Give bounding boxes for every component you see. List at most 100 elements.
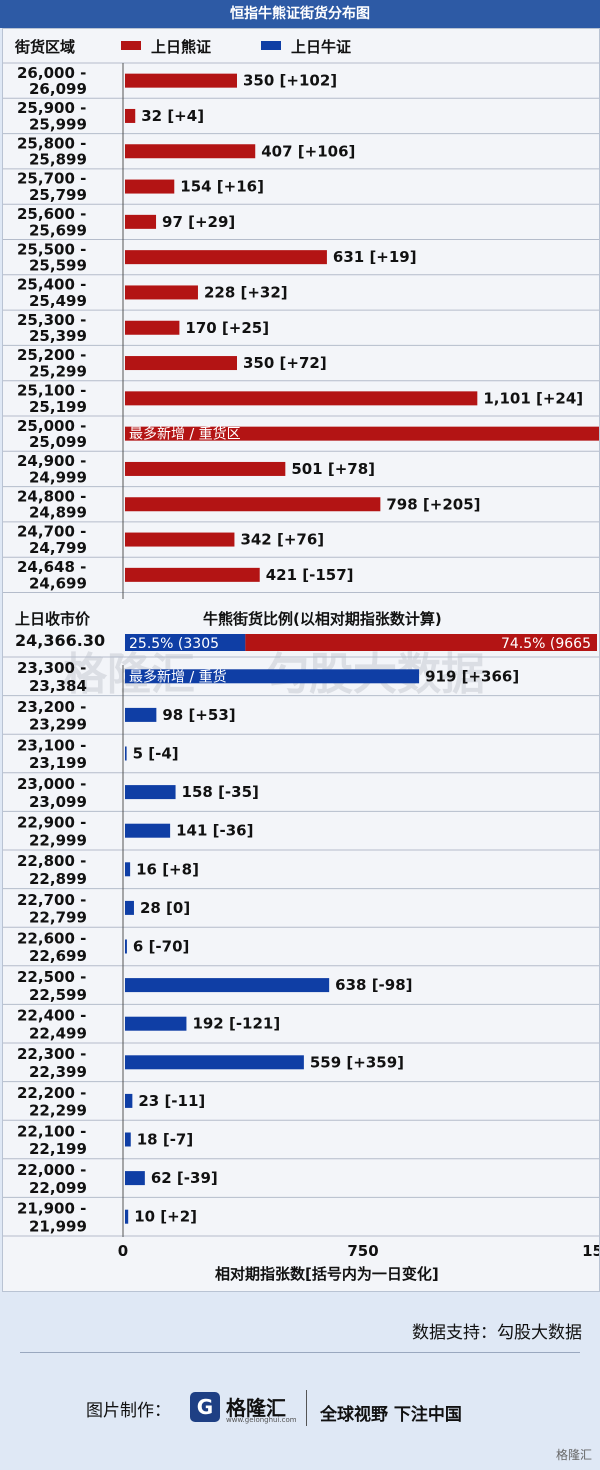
- bear-zone-label: 25,400 -: [17, 276, 86, 294]
- footer-separator: [306, 1390, 307, 1426]
- bull-zone-label: 22,299: [29, 1102, 87, 1120]
- bear-bar: [125, 73, 237, 88]
- bull-bar: [125, 669, 420, 684]
- bull-bar: [125, 1016, 187, 1031]
- bull-value-label: 158 [-35]: [182, 783, 259, 801]
- bull-zone-label: 22,700 -: [17, 891, 86, 909]
- bull-value-label: 559 [+359]: [310, 1053, 404, 1071]
- bull-top-tag: 最多新增 / 重货: [129, 668, 227, 685]
- bull-bar: [125, 900, 134, 915]
- bear-zone-label: 25,099: [29, 433, 87, 451]
- bull-bar: [125, 1055, 304, 1070]
- bear-bar: [125, 461, 286, 476]
- bear-zone-label: 24,648 -: [17, 558, 86, 576]
- bull-zone-label: 22,800 -: [17, 852, 86, 870]
- bear-bar: [125, 532, 235, 547]
- bear-zone-label: 25,599: [29, 257, 87, 275]
- bull-zone-label: 21,999: [29, 1217, 87, 1235]
- x-axis-label: 相对期指张数[括号内为一日变化]: [215, 1265, 439, 1283]
- bull-zone-label: 22,500 -: [17, 968, 86, 986]
- bear-zone-label: 25,800 -: [17, 134, 86, 152]
- bull-value-label: 28 [0]: [140, 899, 190, 917]
- bear-value-label: 798 [+205]: [386, 495, 480, 513]
- bear-zone-label: 26,099: [29, 80, 87, 98]
- bull-zone-label: 23,199: [29, 754, 87, 772]
- ratio-bear-label: 74.5% (9665: [501, 636, 591, 652]
- footer-divider: [20, 1352, 580, 1353]
- ratio-bull-segment: [125, 634, 246, 651]
- bear-value-label: 631 [+19]: [333, 248, 417, 266]
- x-tick-label: 750: [347, 1242, 378, 1260]
- bull-zone-label: 21,900 -: [17, 1200, 86, 1218]
- bull-zone-label: 22,200 -: [17, 1084, 86, 1102]
- bull-zone-label: 22,999: [29, 831, 87, 849]
- bull-bar: [125, 1132, 131, 1147]
- bull-zone-label: 23,099: [29, 793, 87, 811]
- bear-bar: [125, 426, 599, 441]
- bull-value-label: 141 [-36]: [176, 822, 253, 840]
- bear-bar: [125, 250, 327, 265]
- corner-brand-mark: 格隆汇: [555, 1448, 592, 1462]
- prev-close-label: 上日收市价: [15, 610, 91, 628]
- bear-value-label: 228 [+32]: [204, 283, 288, 301]
- made-by-label: 图片制作：: [86, 1401, 171, 1421]
- x-tick-label: 0: [118, 1242, 128, 1260]
- bull-zone-label: 22,699: [29, 947, 87, 965]
- bear-value-label: 350 [+72]: [243, 354, 327, 372]
- bull-zone-label: 22,000 -: [17, 1161, 86, 1179]
- bear-value-label: 350 [+102]: [243, 72, 337, 90]
- bull-zone-label: 23,100 -: [17, 736, 86, 754]
- bull-bar: [125, 978, 330, 993]
- bear-zone-label: 24,900 -: [17, 452, 86, 470]
- legend-bear-label: 上日熊证: [151, 38, 211, 56]
- bear-bar: [125, 567, 260, 582]
- bear-bar: [125, 356, 237, 371]
- zone-header: 街货区域: [14, 38, 75, 56]
- bull-zone-label: 23,384: [29, 677, 87, 695]
- bull-zone-label: 22,099: [29, 1179, 87, 1197]
- brand-url: www.gelonghui.com: [226, 1416, 297, 1424]
- bull-value-label: 10 [+2]: [134, 1208, 197, 1226]
- bull-bar: [125, 785, 176, 800]
- bear-zone-label: 25,799: [29, 186, 87, 204]
- bull-value-label: 5 [-4]: [133, 745, 179, 763]
- x-axis: 075015002250: [118, 1242, 599, 1260]
- chart-title: 恒指牛熊证街货分布图: [0, 0, 600, 28]
- data-source-note: 数据支持：勾股大数据: [412, 1323, 582, 1343]
- chart-svg: 街货区域 上日熊证 上日牛证 格隆汇 勾股大数据 上日收市价 牛熊街货比例(以相…: [3, 38, 599, 1283]
- bear-bar: [125, 285, 198, 300]
- bull-zone-label: 23,000 -: [17, 775, 86, 793]
- bear-bar: [125, 108, 136, 123]
- bear-zone-label: 25,900 -: [17, 99, 86, 117]
- bear-zone-label: 24,999: [29, 468, 87, 486]
- bear-zone-label: 24,800 -: [17, 487, 86, 505]
- bull-zone-label: 23,300 -: [17, 659, 86, 677]
- slogan: 全球视野 下注中国: [320, 1405, 462, 1425]
- ratio-bull-label: 25.5% (3305: [129, 636, 219, 652]
- ratio-bar: 25.5% (3305 74.5% (9665: [125, 634, 598, 652]
- bull-zone-label: 22,400 -: [17, 1007, 86, 1025]
- bull-bar: [125, 1209, 129, 1224]
- bear-rows: 26,000 -26,099 350 [+102] 25,900 -25,999 32…: [3, 62, 599, 593]
- bull-zone-label: 22,600 -: [17, 929, 86, 947]
- bull-value-label: 98 [+53]: [162, 706, 235, 724]
- bull-zone-label: 22,900 -: [17, 814, 86, 832]
- bear-zone-label: 25,399: [29, 327, 87, 345]
- bull-zone-label: 23,299: [29, 716, 87, 734]
- bear-bar: [125, 320, 180, 335]
- bull-zone-label: 23,200 -: [17, 698, 86, 716]
- bear-value-label: 421 [-157]: [266, 566, 354, 584]
- bull-bar: [125, 862, 131, 877]
- bear-value-label: 1,101 [+24]: [483, 389, 583, 407]
- ratio-title: 牛熊街货比例(以相对期指张数计算): [203, 610, 442, 628]
- bull-zone-label: 22,300 -: [17, 1045, 86, 1063]
- bull-zone-label: 22,100 -: [17, 1122, 86, 1140]
- bear-zone-label: 25,199: [29, 398, 87, 416]
- bear-zone-label: 25,100 -: [17, 382, 86, 400]
- bear-value-label: 32 [+4]: [141, 107, 204, 125]
- bear-zone-label: 25,999: [29, 115, 87, 133]
- bull-value-label: 192 [-121]: [192, 1015, 280, 1033]
- bull-bar: [125, 1171, 145, 1186]
- bull-value-label: 62 [-39]: [151, 1169, 218, 1187]
- bull-zone-label: 22,399: [29, 1063, 87, 1081]
